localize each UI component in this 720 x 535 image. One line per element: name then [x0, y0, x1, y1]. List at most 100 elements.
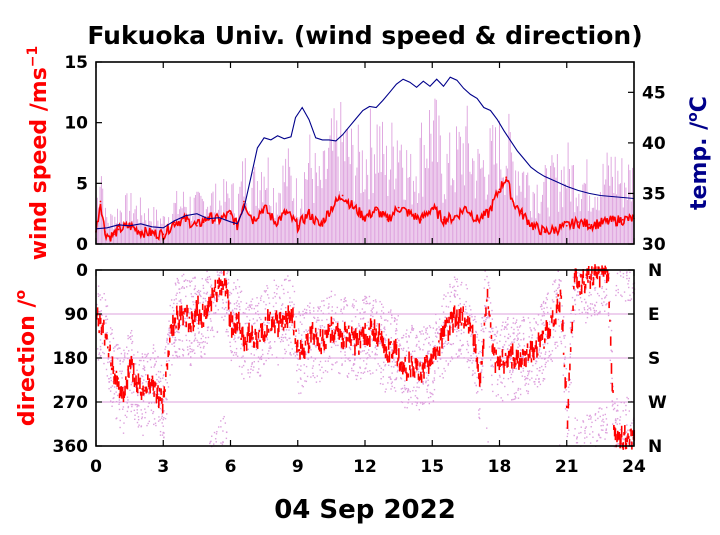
direction-sample-dot — [513, 328, 515, 331]
direction-sample-dot — [626, 274, 628, 277]
direction-mean-mark — [584, 283, 587, 289]
direction-sample-dot — [452, 342, 455, 345]
direction-sample-dot — [281, 334, 284, 336]
direction-sample-dot — [524, 375, 526, 378]
direction-sample-dot — [619, 416, 622, 418]
direction-mean-mark — [201, 321, 203, 328]
direction-sample-dot — [555, 347, 557, 349]
direction-sample-dot — [107, 358, 109, 360]
direction-sample-dot — [601, 285, 604, 288]
direction-sample-dot — [509, 369, 511, 372]
direction-sample-dot — [99, 299, 102, 301]
direction-sample-dot — [113, 397, 115, 399]
direction-mean-mark — [232, 328, 235, 336]
direction-mean-mark — [216, 279, 219, 284]
direction-sample-dot — [181, 348, 184, 351]
direction-mean-mark — [178, 319, 180, 329]
direction-sample-dot — [236, 330, 238, 333]
direction-sample-dot — [517, 387, 520, 390]
direction-sample-dot — [507, 393, 509, 396]
direction-sample-dot — [590, 426, 592, 428]
direction-mean-mark — [611, 382, 614, 392]
direction-sample-dot — [235, 347, 238, 350]
direction-sample-dot — [282, 336, 284, 339]
direction-sample-dot — [385, 388, 387, 390]
direction-sample-dot — [380, 317, 383, 319]
direction-sample-dot — [181, 287, 183, 289]
direction-sample-dot — [576, 272, 579, 274]
direction-sample-dot — [118, 403, 120, 405]
direction-sample-dot — [265, 289, 267, 292]
direction-sample-dot — [379, 340, 381, 343]
direction-sample-dot — [590, 294, 592, 296]
direction-sample-dot — [119, 359, 121, 362]
direction-mean-mark — [405, 367, 407, 374]
direction-sample-dot — [554, 341, 556, 344]
direction-sample-dot — [308, 306, 311, 308]
direction-sample-dot — [476, 336, 478, 338]
direction-sample-dot — [150, 386, 153, 388]
direction-sample-dot — [356, 309, 358, 311]
direction-sample-dot — [263, 290, 266, 292]
direction-sample-dot — [584, 437, 586, 439]
wind-speed-point — [207, 216, 209, 219]
direction-sample-dot — [383, 326, 386, 328]
direction-sample-dot — [382, 306, 384, 308]
direction-sample-dot — [245, 308, 247, 310]
direction-sample-dot — [300, 365, 302, 367]
direction-sample-dot — [343, 308, 345, 310]
direction-sample-dot — [116, 387, 118, 389]
direction-sample-dot — [99, 356, 102, 358]
direction-sample-dot — [177, 331, 179, 333]
direction-sample-dot — [499, 334, 502, 336]
direction-mean-mark — [610, 363, 613, 374]
direction-sample-dot — [215, 441, 217, 443]
direction-sample-dot — [498, 374, 501, 377]
direction-sample-dot — [497, 379, 499, 381]
direction-mean-mark — [219, 289, 221, 296]
direction-sample-dot — [313, 310, 315, 312]
direction-sample-dot — [512, 322, 514, 324]
direction-sample-dot — [176, 277, 179, 280]
direction-sample-dot — [625, 414, 627, 416]
direction-sample-dot — [328, 312, 330, 315]
direction-sample-dot — [288, 279, 290, 282]
direction-sample-dot — [456, 278, 458, 280]
direction-sample-dot — [237, 326, 240, 329]
direction-sample-dot — [216, 271, 219, 273]
direction-sample-dot — [99, 294, 101, 296]
direction-sample-dot — [384, 391, 386, 393]
direction-mean-mark — [579, 291, 581, 295]
direction-sample-dot — [538, 380, 540, 383]
direction-mean-mark — [433, 347, 435, 357]
direction-sample-dot — [353, 329, 356, 331]
direction-mean-mark — [304, 340, 307, 346]
direction-mean-mark — [176, 310, 179, 320]
direction-sample-dot — [200, 337, 202, 340]
direction-sample-dot — [365, 302, 367, 305]
direction-sample-dot — [582, 421, 585, 423]
direction-sample-dot — [282, 357, 284, 359]
direction-sample-dot — [252, 331, 255, 333]
direction-sample-dot — [610, 329, 613, 332]
direction-sample-dot — [307, 305, 309, 307]
direction-sample-dot — [563, 391, 565, 393]
direction-mean-mark — [598, 276, 601, 288]
direction-sample-dot — [429, 391, 431, 394]
direction-sample-dot — [248, 376, 251, 378]
direction-sample-dot — [157, 380, 160, 383]
direction-sample-dot — [385, 339, 387, 342]
direction-sample-dot — [255, 312, 257, 314]
wind-speed-point — [375, 209, 378, 211]
direction-sample-dot — [284, 348, 286, 351]
direction-sample-dot — [626, 431, 628, 433]
direction-sample-dot — [557, 287, 559, 290]
direction-sample-dot — [447, 292, 449, 294]
direction-sample-dot — [487, 284, 490, 287]
direction-sample-dot — [289, 337, 291, 340]
direction-sample-dot — [407, 347, 410, 349]
direction-sample-dot — [535, 378, 537, 380]
direction-sample-dot — [319, 360, 322, 363]
direction-sample-dot — [396, 323, 398, 325]
